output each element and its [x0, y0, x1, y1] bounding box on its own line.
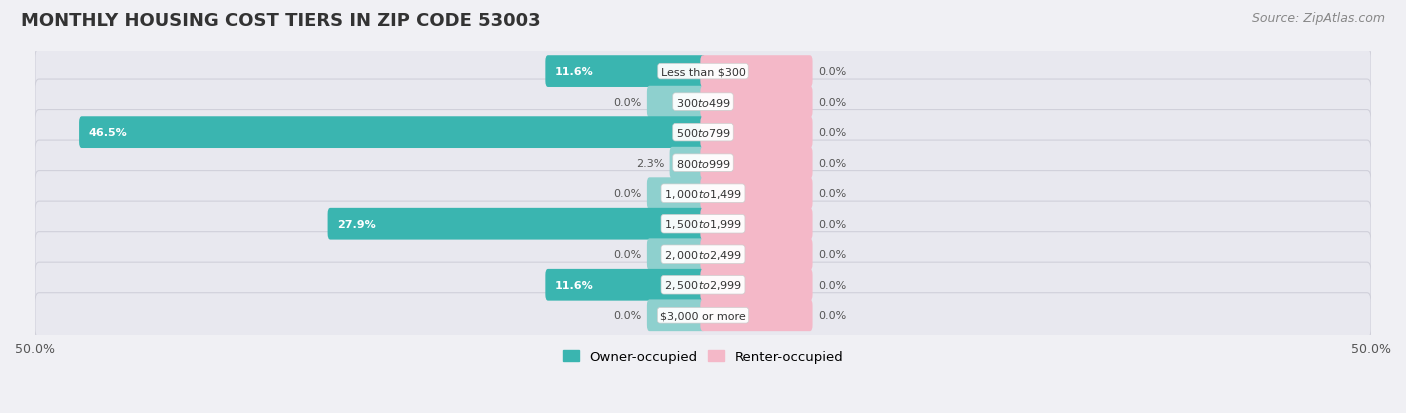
- Text: Source: ZipAtlas.com: Source: ZipAtlas.com: [1251, 12, 1385, 25]
- FancyBboxPatch shape: [35, 263, 1371, 308]
- FancyBboxPatch shape: [546, 269, 706, 301]
- Text: 0.0%: 0.0%: [613, 189, 641, 199]
- FancyBboxPatch shape: [647, 178, 706, 209]
- Text: $1,000 to $1,499: $1,000 to $1,499: [664, 187, 742, 200]
- FancyBboxPatch shape: [700, 56, 813, 88]
- FancyBboxPatch shape: [700, 178, 813, 209]
- FancyBboxPatch shape: [669, 147, 706, 179]
- Text: 0.0%: 0.0%: [818, 219, 846, 229]
- Text: MONTHLY HOUSING COST TIERS IN ZIP CODE 53003: MONTHLY HOUSING COST TIERS IN ZIP CODE 5…: [21, 12, 541, 30]
- Text: $2,500 to $2,999: $2,500 to $2,999: [664, 279, 742, 292]
- FancyBboxPatch shape: [79, 117, 706, 149]
- Legend: Owner-occupied, Renter-occupied: Owner-occupied, Renter-occupied: [558, 345, 848, 368]
- Text: 46.5%: 46.5%: [89, 128, 127, 138]
- FancyBboxPatch shape: [700, 269, 813, 301]
- FancyBboxPatch shape: [647, 239, 706, 271]
- Text: 0.0%: 0.0%: [818, 67, 846, 77]
- Text: $500 to $799: $500 to $799: [675, 127, 731, 139]
- FancyBboxPatch shape: [35, 171, 1371, 216]
- Text: 0.0%: 0.0%: [613, 311, 641, 320]
- Text: 0.0%: 0.0%: [818, 249, 846, 260]
- Text: $2,000 to $2,499: $2,000 to $2,499: [664, 248, 742, 261]
- Text: $300 to $499: $300 to $499: [675, 96, 731, 108]
- Text: $800 to $999: $800 to $999: [675, 157, 731, 169]
- FancyBboxPatch shape: [700, 208, 813, 240]
- Text: $3,000 or more: $3,000 or more: [661, 311, 745, 320]
- FancyBboxPatch shape: [35, 232, 1371, 277]
- FancyBboxPatch shape: [35, 293, 1371, 338]
- FancyBboxPatch shape: [647, 87, 706, 118]
- Text: 2.3%: 2.3%: [636, 158, 664, 168]
- FancyBboxPatch shape: [328, 208, 706, 240]
- Text: 0.0%: 0.0%: [613, 249, 641, 260]
- FancyBboxPatch shape: [700, 117, 813, 149]
- FancyBboxPatch shape: [700, 87, 813, 118]
- Text: 0.0%: 0.0%: [613, 97, 641, 107]
- FancyBboxPatch shape: [647, 300, 706, 331]
- FancyBboxPatch shape: [700, 239, 813, 271]
- FancyBboxPatch shape: [35, 50, 1371, 95]
- FancyBboxPatch shape: [546, 56, 706, 88]
- Text: 0.0%: 0.0%: [818, 280, 846, 290]
- Text: Less than $300: Less than $300: [661, 67, 745, 77]
- Text: 0.0%: 0.0%: [818, 128, 846, 138]
- FancyBboxPatch shape: [35, 80, 1371, 125]
- FancyBboxPatch shape: [700, 147, 813, 179]
- FancyBboxPatch shape: [35, 110, 1371, 155]
- Text: 0.0%: 0.0%: [818, 189, 846, 199]
- Text: $1,500 to $1,999: $1,500 to $1,999: [664, 218, 742, 230]
- Text: 11.6%: 11.6%: [555, 67, 593, 77]
- Text: 0.0%: 0.0%: [818, 97, 846, 107]
- Text: 0.0%: 0.0%: [818, 158, 846, 168]
- Text: 27.9%: 27.9%: [337, 219, 375, 229]
- FancyBboxPatch shape: [700, 300, 813, 331]
- Text: 0.0%: 0.0%: [818, 311, 846, 320]
- FancyBboxPatch shape: [35, 202, 1371, 247]
- FancyBboxPatch shape: [35, 141, 1371, 186]
- Text: 11.6%: 11.6%: [555, 280, 593, 290]
